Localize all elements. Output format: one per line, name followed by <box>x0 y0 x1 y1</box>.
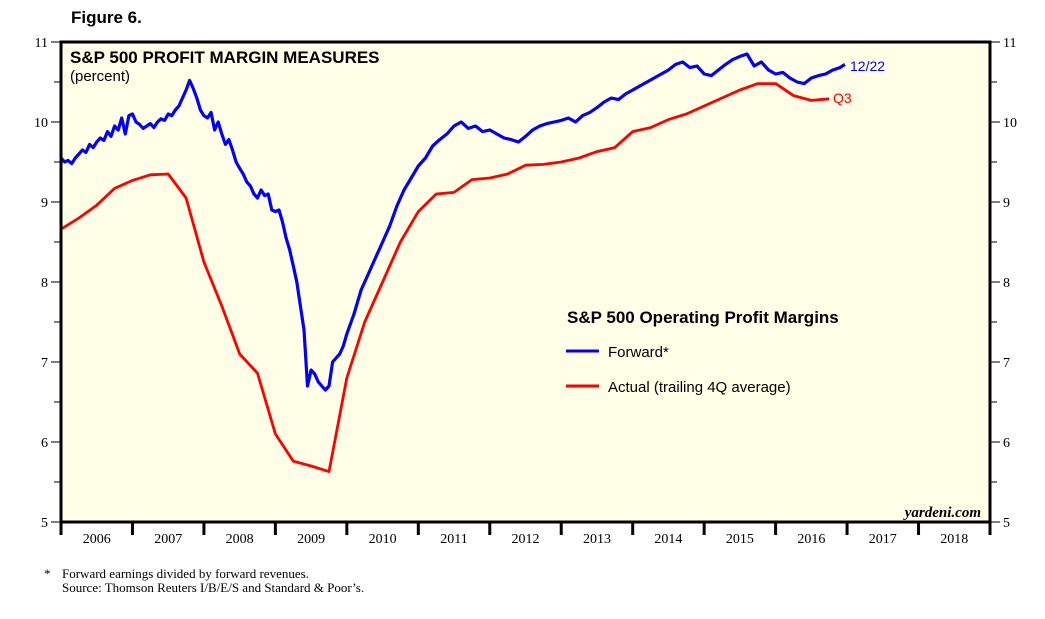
footnote-line-1: Forward earnings divided by forward reve… <box>62 566 309 581</box>
plot-area <box>61 42 990 522</box>
legend: S&P 500 Operating Profit Margins Forward… <box>566 308 839 396</box>
y-tick-label: 5 <box>1003 516 1010 531</box>
x-tick-label: 2017 <box>869 532 897 547</box>
chart-title: S&P 500 PROFIT MARGIN MEASURES <box>70 48 380 67</box>
y-tick-label: 5 <box>41 516 48 531</box>
y-tick-label: 11 <box>35 36 48 51</box>
forward-series-line <box>59 52 846 392</box>
plot-frame <box>59 40 992 524</box>
forward-end-label: 12/22 <box>850 58 885 74</box>
x-tick-label: 2012 <box>512 532 540 547</box>
legend-label-actual: Actual (trailing 4Q average) <box>608 379 791 396</box>
x-tick-label: 2007 <box>154 532 182 547</box>
x-tick-label: 2013 <box>583 532 611 547</box>
y-axis-left: 5 6 7 8 9 10 11 <box>34 36 61 531</box>
y-tick-label: 7 <box>41 356 48 371</box>
legend-label-forward: Forward* <box>608 344 669 361</box>
x-tick-label: 2006 <box>83 532 111 547</box>
y-tick-label: 9 <box>1003 196 1010 211</box>
x-tick-label: 2009 <box>297 532 325 547</box>
x-tick-label: 2018 <box>940 532 968 547</box>
y-tick-label: 6 <box>1003 436 1010 451</box>
y-tick-label: 9 <box>41 196 48 211</box>
y-tick-label: 8 <box>1003 276 1010 291</box>
y-tick-label: 7 <box>1003 356 1010 371</box>
x-tick-label: 2008 <box>226 532 254 547</box>
x-tick-label: 2015 <box>726 532 754 547</box>
series-layer <box>59 52 846 474</box>
footnote-marker: * <box>44 566 51 581</box>
x-tick-label: 2011 <box>440 532 467 547</box>
watermark: yardeni.com <box>903 505 981 521</box>
x-axis: 2006 2007 2008 2009 2010 2011 2012 2013 2014 2015… <box>59 522 992 547</box>
y-tick-label: 8 <box>41 276 48 291</box>
x-tick-label: 2010 <box>369 532 397 547</box>
y-axis-right: 5 6 7 8 9 10 11 <box>990 36 1017 531</box>
y-tick-label: 10 <box>34 116 48 131</box>
y-tick-label: 6 <box>41 436 48 451</box>
footnote-source: Source: Thomson Reuters I/B/E/S and Stan… <box>62 580 364 595</box>
actual-series-line <box>60 82 830 474</box>
x-tick-label: 2016 <box>797 532 825 547</box>
x-tick-label: 2014 <box>654 532 682 547</box>
chart-subtitle: (percent) <box>70 68 130 85</box>
actual-end-label: Q3 <box>833 90 852 106</box>
figure-label: Figure 6. <box>71 8 142 27</box>
legend-title: S&P 500 Operating Profit Margins <box>567 308 839 327</box>
y-tick-label: 11 <box>1003 36 1016 51</box>
y-tick-label: 10 <box>1003 116 1017 131</box>
